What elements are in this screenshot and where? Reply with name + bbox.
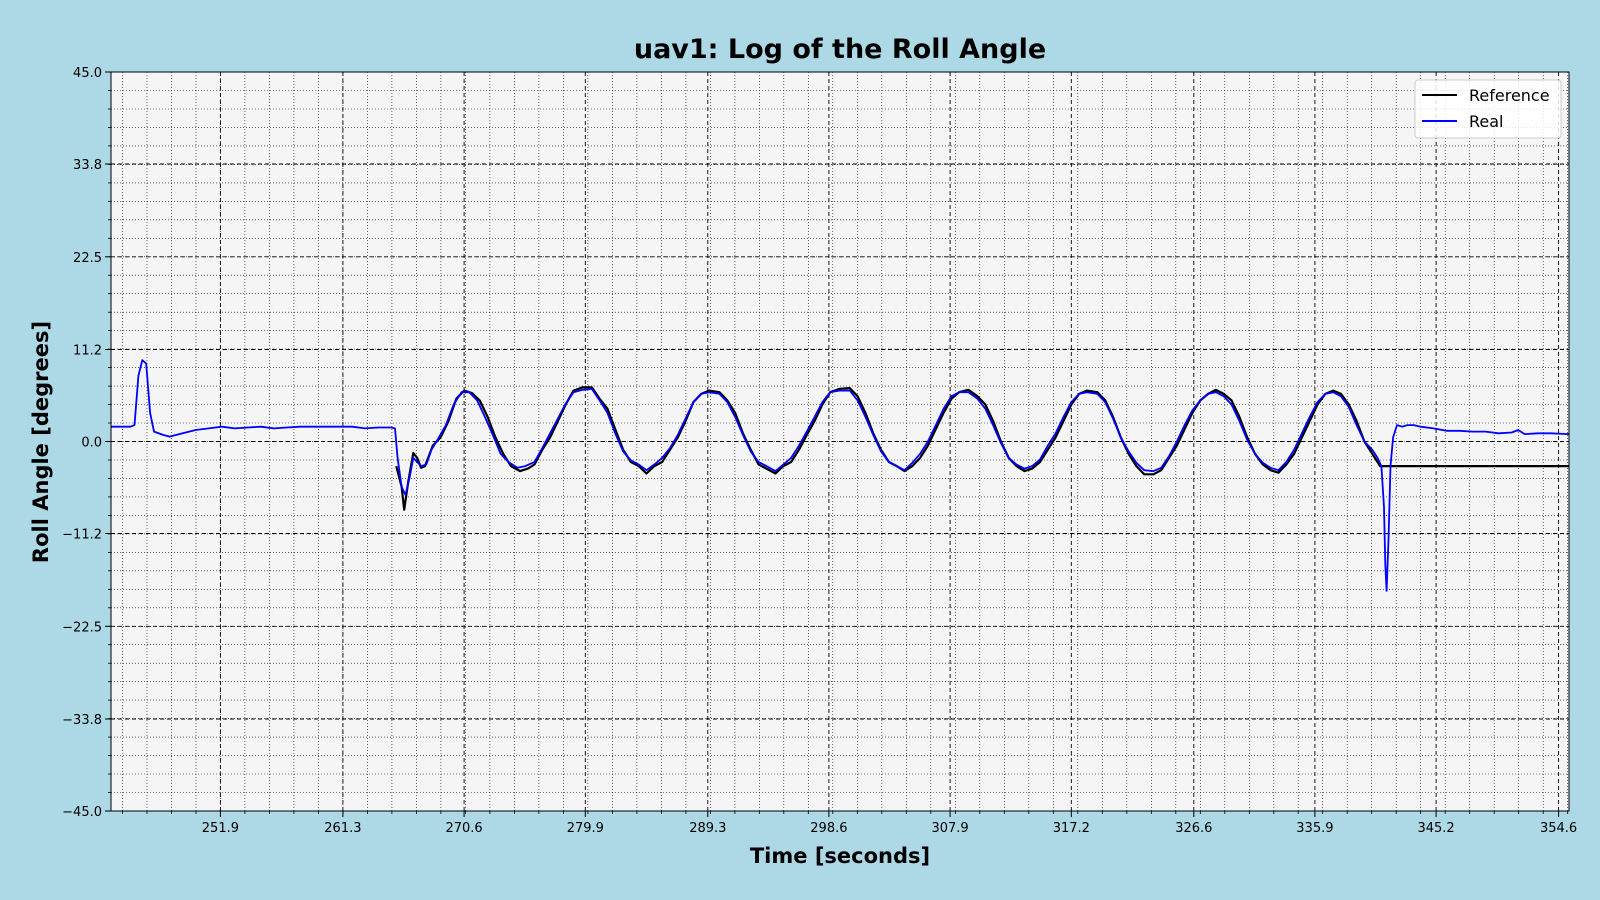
x-tick-label: 345.2: [1417, 821, 1454, 836]
x-tick-label: 289.3: [689, 821, 726, 836]
y-tick-label: 22.5: [73, 251, 102, 266]
x-tick-label: 279.9: [567, 821, 604, 836]
x-tick-label: 317.2: [1053, 821, 1090, 836]
y-tick-label: 45.0: [73, 66, 102, 81]
y-tick-label: −11.2: [62, 528, 102, 543]
y-tick-label: −45.0: [62, 805, 102, 820]
y-tick-label: 11.2: [73, 344, 102, 359]
x-tick-labels: 251.9 261.3 270.6 279.9 289.3 298.6 307.9 317.2…: [202, 821, 1577, 836]
series-line-real: [111, 359, 1570, 592]
y-tick-label: −33.8: [62, 713, 102, 728]
y-tick-label: 33.8: [73, 158, 102, 173]
x-tick-label: 298.6: [810, 821, 847, 836]
legend-label-real: Real: [1469, 112, 1504, 131]
x-tick-label: 251.9: [202, 821, 239, 836]
series-layer: [111, 359, 1570, 592]
x-tick-label: 270.6: [445, 821, 482, 836]
y-tick-label: 0.0: [81, 436, 102, 451]
legend: Reference Real: [1414, 79, 1562, 139]
x-tick-label: 335.9: [1296, 821, 1333, 836]
y-tick-labels: 45.0 33.8 22.5 11.2 0.0 −11.2 −22.5 −33.8 −45.0: [62, 66, 102, 820]
x-tick-label: 261.3: [324, 821, 361, 836]
chart-title: uav1: Log of the Roll Angle: [634, 34, 1046, 65]
y-tick-label: −22.5: [62, 620, 102, 635]
x-tick-label: 326.6: [1175, 821, 1212, 836]
plot-frame: [110, 71, 1570, 812]
x-tick-label: 354.6: [1540, 821, 1577, 836]
y-axis-label: Roll Angle [degrees]: [29, 321, 53, 563]
x-tick-label: 307.9: [931, 821, 968, 836]
x-axis-label: Time [seconds]: [750, 844, 930, 868]
legend-label-reference: Reference: [1469, 86, 1550, 105]
